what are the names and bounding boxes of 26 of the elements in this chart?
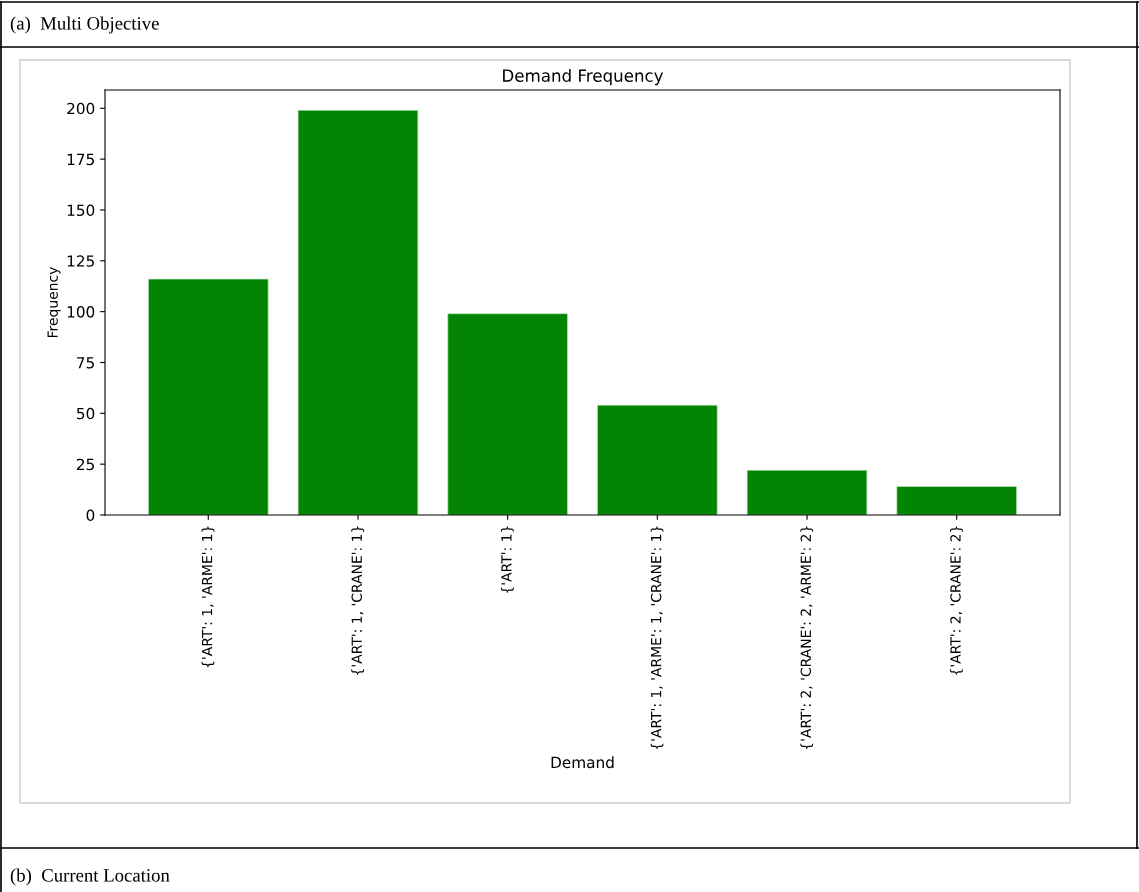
x-tick-label: {'ART': 2, 'CRANE': 2} (950, 526, 963, 675)
bar (297, 109, 419, 515)
y-tick-label: 200 (67, 102, 95, 115)
chart-title: Demand Frequency (503, 69, 664, 86)
y-tick-label: 0 (86, 509, 95, 522)
x-tick-label: {'ART': 1} (500, 526, 514, 593)
y-tick-label: 50 (77, 407, 95, 420)
x-tick-label: {'ART': 1, 'ARME': 1, 'CRANE': 1} (650, 526, 664, 750)
x-tick-label: {'ART': 1, 'ARME': 1} (201, 526, 215, 668)
y-tick-label: 175 (67, 153, 94, 166)
x-axis-title: Demand (551, 756, 614, 769)
y-tick-label: 25 (76, 458, 94, 471)
x-tick-label: {'ART': 2, 'CRANE': 2, 'ARME': 2} (800, 526, 814, 750)
text: (a) Multi Objective (10, 16, 159, 34)
y-tick-label: 150 (67, 204, 95, 216)
y-axis-title: Frequency (47, 267, 61, 338)
y-tick-label: 100 (67, 306, 95, 318)
x-tick-label: {'ART': 1, 'CRANE': 1} (351, 526, 365, 675)
y-tick-label: 75 (77, 357, 94, 369)
bar (148, 278, 269, 515)
y-tick-label: 125 (67, 255, 94, 267)
bar (746, 469, 868, 515)
bar (896, 486, 1017, 515)
bar (597, 404, 718, 515)
bar (447, 313, 568, 515)
text: (b) Current Location (10, 868, 170, 886)
